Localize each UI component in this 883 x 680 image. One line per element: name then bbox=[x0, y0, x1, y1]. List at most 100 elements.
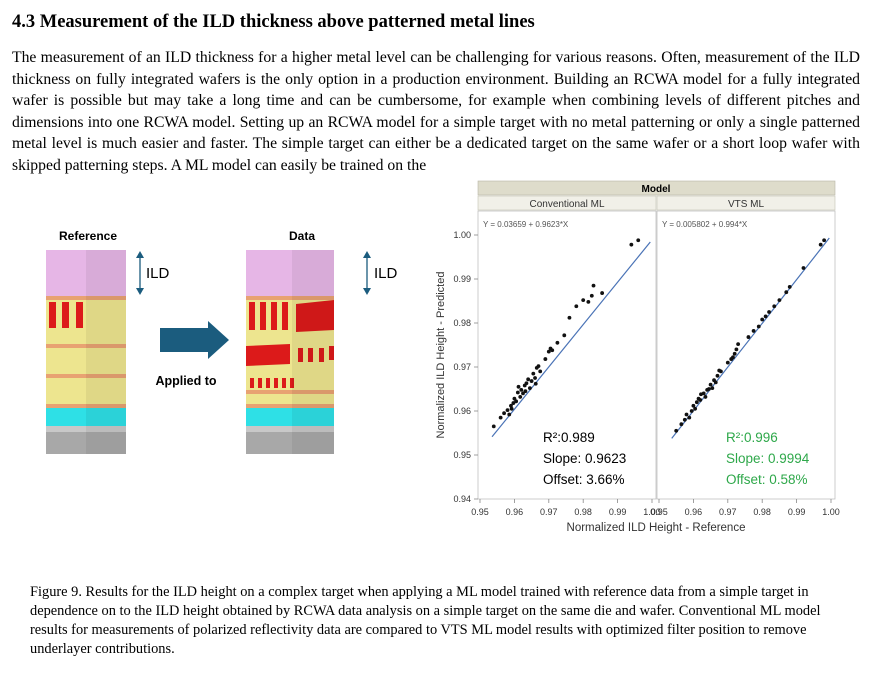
data-point bbox=[777, 298, 782, 303]
panel-frame-left bbox=[477, 210, 657, 500]
data-point bbox=[518, 395, 523, 399]
data-point bbox=[767, 310, 771, 314]
data-point bbox=[509, 403, 513, 408]
y-tick-label: 1.00 bbox=[453, 230, 471, 240]
ild-indicator-right bbox=[363, 251, 371, 295]
data-point bbox=[589, 293, 594, 298]
data-point bbox=[687, 415, 692, 420]
y-tick-label: 0.99 bbox=[453, 274, 471, 284]
data-point bbox=[787, 285, 792, 289]
data-point bbox=[538, 369, 543, 374]
data-cap-layer bbox=[246, 408, 334, 426]
data-point bbox=[801, 266, 806, 270]
x-tick-label: 0.95 bbox=[471, 507, 489, 517]
data-point bbox=[567, 315, 572, 320]
data-metal-lines bbox=[246, 300, 334, 388]
chart-header-band bbox=[477, 180, 836, 196]
data-point bbox=[756, 324, 761, 329]
reference-label: Reference bbox=[59, 229, 117, 243]
ild-label-left: ILD bbox=[146, 265, 170, 282]
y-tick-label: 0.98 bbox=[453, 318, 471, 328]
reference-stack bbox=[46, 250, 126, 454]
data-point bbox=[516, 384, 521, 389]
data-point bbox=[818, 242, 823, 247]
applied-to-label: Applied to bbox=[155, 374, 216, 388]
data-point bbox=[706, 387, 711, 391]
stats-right: R²:0.996 Slope: 0.9994 Offset: 0.58% bbox=[726, 430, 810, 487]
stat-slope-right: Slope: 0.9994 bbox=[726, 451, 810, 466]
x-axis-label: Normalized ILD Height - Reference bbox=[567, 522, 746, 534]
data-point bbox=[505, 408, 510, 413]
stack-diagram: Reference Data ILD bbox=[46, 229, 398, 454]
data-point bbox=[719, 369, 723, 374]
panel-title-band-right bbox=[656, 195, 836, 211]
fit-line bbox=[491, 241, 651, 438]
data-point bbox=[515, 390, 520, 395]
stat-offset-left: Offset: 3.66% bbox=[543, 472, 625, 487]
data-point bbox=[514, 399, 519, 404]
panel-frame-right bbox=[656, 210, 836, 500]
data-point bbox=[546, 349, 551, 354]
data-label: Data bbox=[289, 229, 315, 243]
data-point bbox=[550, 348, 555, 353]
data-point bbox=[760, 317, 765, 322]
data-point bbox=[763, 314, 768, 319]
data-point bbox=[533, 381, 538, 386]
x-tick-label: 1.00 bbox=[643, 507, 661, 517]
panel-title-left: Conventional ML bbox=[529, 199, 604, 210]
data-point bbox=[523, 389, 528, 394]
data-point bbox=[636, 238, 641, 243]
data-point bbox=[526, 377, 531, 382]
y-tick-label: 0.96 bbox=[453, 406, 471, 416]
data-point bbox=[734, 347, 739, 352]
data-point bbox=[822, 238, 827, 243]
data-point bbox=[732, 351, 737, 356]
stat-offset-right: Offset: 0.58% bbox=[726, 472, 808, 487]
panel-title-band-left bbox=[477, 195, 657, 211]
reference-dielectric bbox=[46, 300, 126, 404]
data-point bbox=[555, 340, 560, 345]
data-point bbox=[591, 283, 596, 288]
data-point bbox=[586, 299, 591, 304]
data-stack bbox=[246, 250, 334, 454]
data-point bbox=[710, 386, 715, 391]
data-point bbox=[713, 380, 718, 385]
reference-cap-layer bbox=[46, 408, 126, 426]
y-axis-label: Normalized ILD Height - Predicted bbox=[435, 272, 447, 439]
x-tick-label: 0.99 bbox=[788, 507, 806, 517]
data-point bbox=[498, 415, 503, 420]
section-heading: 4.3 Measurement of the ILD thickness abo… bbox=[12, 12, 535, 32]
data-point bbox=[693, 406, 698, 411]
data-point bbox=[581, 298, 586, 303]
x-tick-label: 0.98 bbox=[753, 507, 771, 517]
data-point bbox=[674, 428, 679, 433]
data-point bbox=[519, 387, 524, 392]
data-point bbox=[703, 395, 708, 399]
y-tick-label: 0.95 bbox=[453, 450, 471, 460]
data-point bbox=[531, 371, 536, 376]
figure-caption: Figure 9. Results for the ILD height on … bbox=[30, 584, 821, 657]
data-point bbox=[529, 379, 534, 383]
data-point bbox=[527, 386, 532, 391]
data-point bbox=[784, 290, 789, 295]
data-point bbox=[725, 360, 730, 365]
data-point bbox=[731, 355, 735, 360]
data-point bbox=[502, 411, 506, 416]
data-point bbox=[491, 424, 496, 429]
data-point bbox=[691, 403, 696, 408]
y-tick-label: 0.94 bbox=[453, 494, 471, 504]
applied-to-arrow bbox=[160, 321, 229, 359]
equation-left: Y = 0.03659 + 0.9623*X bbox=[483, 220, 569, 229]
fit-line bbox=[671, 237, 830, 439]
data-point bbox=[524, 381, 529, 386]
section-paragraph: The measurement of an ILD thickness for … bbox=[12, 49, 860, 174]
x-tick-label: 0.97 bbox=[540, 507, 558, 517]
x-tick-label: 0.99 bbox=[609, 507, 627, 517]
reference-metal-lines bbox=[49, 302, 83, 328]
x-tick-label: 0.95 bbox=[650, 507, 668, 517]
data-ild-layer bbox=[246, 250, 334, 296]
x-tick-label: 0.97 bbox=[719, 507, 737, 517]
chart-header: Model bbox=[642, 184, 671, 195]
data-point bbox=[684, 412, 689, 417]
data-point bbox=[698, 398, 703, 402]
